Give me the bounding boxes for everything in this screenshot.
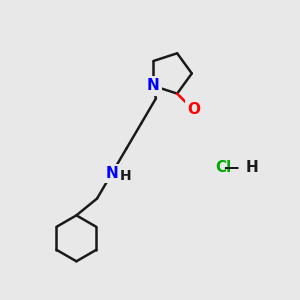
Text: O: O (187, 102, 200, 117)
Text: N: N (105, 166, 118, 181)
Text: Cl: Cl (215, 160, 231, 175)
Text: N: N (147, 78, 160, 93)
Text: —: — (223, 160, 239, 175)
Text: H: H (120, 169, 132, 183)
Text: H: H (246, 160, 258, 175)
